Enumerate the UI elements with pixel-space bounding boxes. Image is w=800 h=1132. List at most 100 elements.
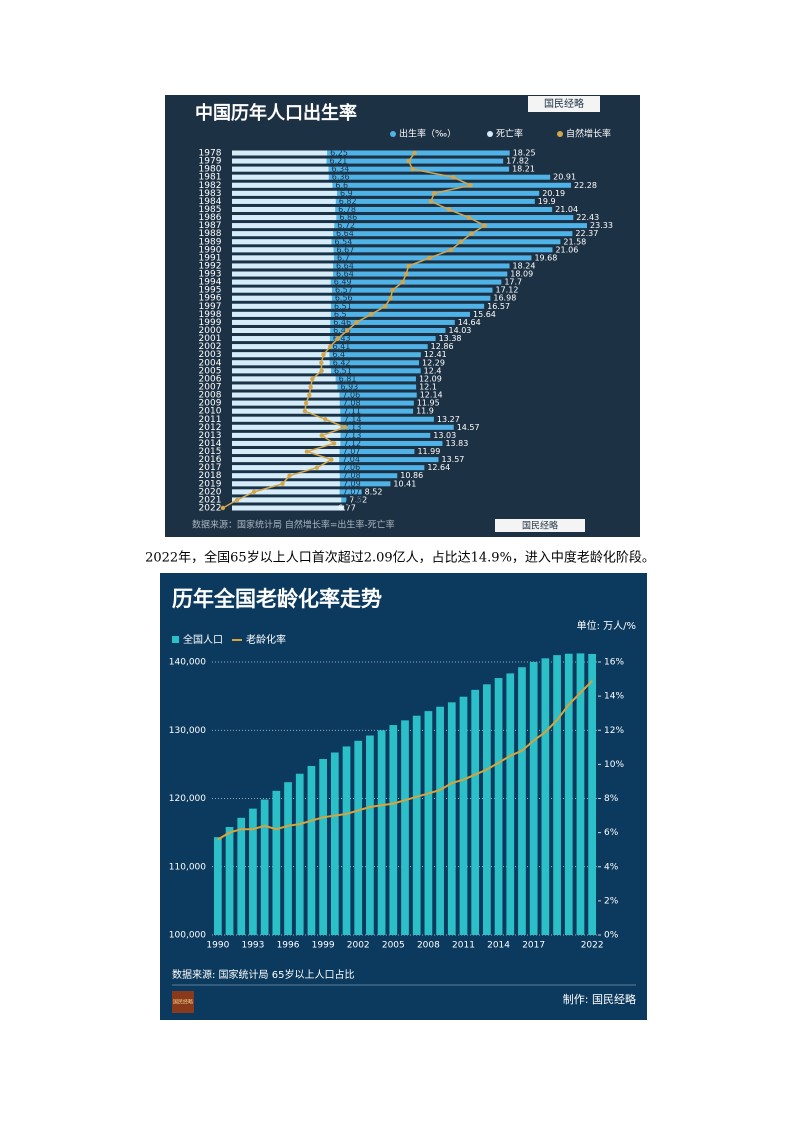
- growth-point: [406, 263, 411, 269]
- death-bar: [232, 303, 332, 309]
- birth-bar: [232, 174, 551, 180]
- y-tick-label: 1994: [199, 278, 222, 288]
- y-tick-label: 100,000: [169, 931, 206, 941]
- y2-tick-label: 10%: [604, 760, 624, 770]
- y2-tick-label: 0%: [604, 931, 619, 941]
- value-label: 21.58: [563, 237, 586, 246]
- growth-point: [388, 296, 393, 301]
- value-label: 7.09: [343, 479, 361, 488]
- y-tick-label: 1998: [199, 310, 222, 320]
- death-bar: [232, 158, 327, 164]
- y-tick-label: 2014: [199, 439, 222, 449]
- value-label: 6.81: [339, 374, 357, 383]
- death-bar: [232, 287, 332, 293]
- y2-tick-label: 14%: [604, 692, 624, 702]
- value-label: 22.28: [574, 181, 597, 190]
- birth-bar: [232, 287, 493, 293]
- death-bar: [232, 263, 334, 269]
- legend-label: 自然增长率: [566, 128, 611, 140]
- value-label: 19.9: [538, 197, 556, 206]
- value-label: 15.64: [473, 310, 496, 319]
- death-bar: [232, 376, 336, 382]
- value-label: 6.6: [335, 181, 348, 190]
- y-tick-label: 1991: [199, 253, 222, 263]
- value-label: 17.12: [496, 286, 519, 295]
- growth-point: [466, 215, 472, 220]
- value-label: 18.21: [512, 165, 535, 174]
- value-label: 19.68: [534, 253, 557, 262]
- population-bar: [412, 715, 421, 935]
- death-bar: [232, 182, 333, 188]
- value-label: 6.54: [335, 237, 353, 246]
- value-label: 6.41: [333, 342, 351, 351]
- y-tick-label: 2006: [199, 374, 222, 384]
- y-tick-label: 2022: [199, 504, 222, 514]
- birth-bar: [232, 311, 470, 317]
- y-tick-label: 1981: [199, 173, 222, 183]
- growth-point: [400, 279, 405, 285]
- legend-label: 老龄化率: [246, 633, 286, 646]
- growth-point: [220, 505, 226, 511]
- growth-point: [410, 166, 415, 172]
- value-label: 14.03: [448, 326, 471, 335]
- birth-bar: [232, 295, 491, 301]
- credit: 制作: 国民经略: [563, 992, 636, 1006]
- y-tick-label: 2000: [199, 326, 222, 336]
- value-label: 7.07: [343, 447, 361, 456]
- death-bar: [232, 497, 342, 503]
- value-label: 7.07: [343, 487, 361, 496]
- y-tick-label: 2011: [199, 415, 222, 425]
- death-bar: [232, 489, 340, 495]
- y-tick-label: 1997: [199, 302, 222, 312]
- death-bar: [232, 473, 340, 479]
- population-bar: [225, 827, 234, 935]
- population-bar: [471, 689, 480, 935]
- growth-point: [307, 392, 312, 398]
- population-bar: [377, 730, 386, 935]
- growth-point: [482, 223, 487, 228]
- birth-bar: [232, 263, 510, 269]
- y-tick-label: 1995: [199, 286, 222, 296]
- value-label: 20.19: [542, 189, 565, 198]
- value-label: 18.24: [513, 261, 536, 270]
- value-label: 6.51: [334, 302, 352, 311]
- unit: 单位: 万人/%: [577, 619, 636, 632]
- value-label: 23.33: [590, 221, 613, 230]
- population-bar: [483, 684, 491, 935]
- value-label: 7.52: [349, 495, 367, 504]
- value-label: 12.4: [424, 366, 442, 375]
- population-bar: [307, 766, 316, 935]
- value-label: 13.83: [445, 439, 468, 448]
- legend-label: 全国人口: [183, 633, 223, 646]
- growth-point: [406, 158, 411, 164]
- growth-point: [287, 473, 292, 478]
- value-label: 6.25: [330, 149, 348, 158]
- growth-point: [382, 304, 388, 309]
- growth-point: [345, 328, 350, 333]
- birth-bar: [232, 255, 532, 261]
- y-tick-label: 2008: [199, 391, 222, 401]
- value-label: 21.04: [555, 205, 578, 214]
- value-label: 6.57: [335, 286, 353, 295]
- death-bar: [232, 432, 341, 438]
- chart1-title: 中国历年人口出生率: [195, 102, 357, 124]
- value-label: 10.86: [400, 471, 423, 480]
- logo-box: [172, 991, 194, 1013]
- x-tick-label: 2014: [487, 941, 510, 951]
- growth-point: [319, 368, 324, 374]
- brand-box: [495, 519, 585, 532]
- y-tick-label: 1999: [199, 318, 222, 328]
- value-label: 6.64: [336, 229, 354, 238]
- growth-point: [234, 497, 240, 503]
- population-bar: [588, 653, 597, 935]
- x-tick-label: 2017: [522, 941, 545, 951]
- value-label: 6.93: [340, 382, 358, 391]
- death-bar: [232, 311, 331, 317]
- y2-tick-label: 4%: [604, 862, 619, 872]
- y-tick-label: 2007: [199, 382, 222, 392]
- death-bar: [232, 247, 334, 253]
- death-bar: [232, 352, 330, 358]
- death-bar: [232, 166, 329, 172]
- value-label: 14.64: [458, 318, 481, 327]
- growth-point: [302, 408, 308, 414]
